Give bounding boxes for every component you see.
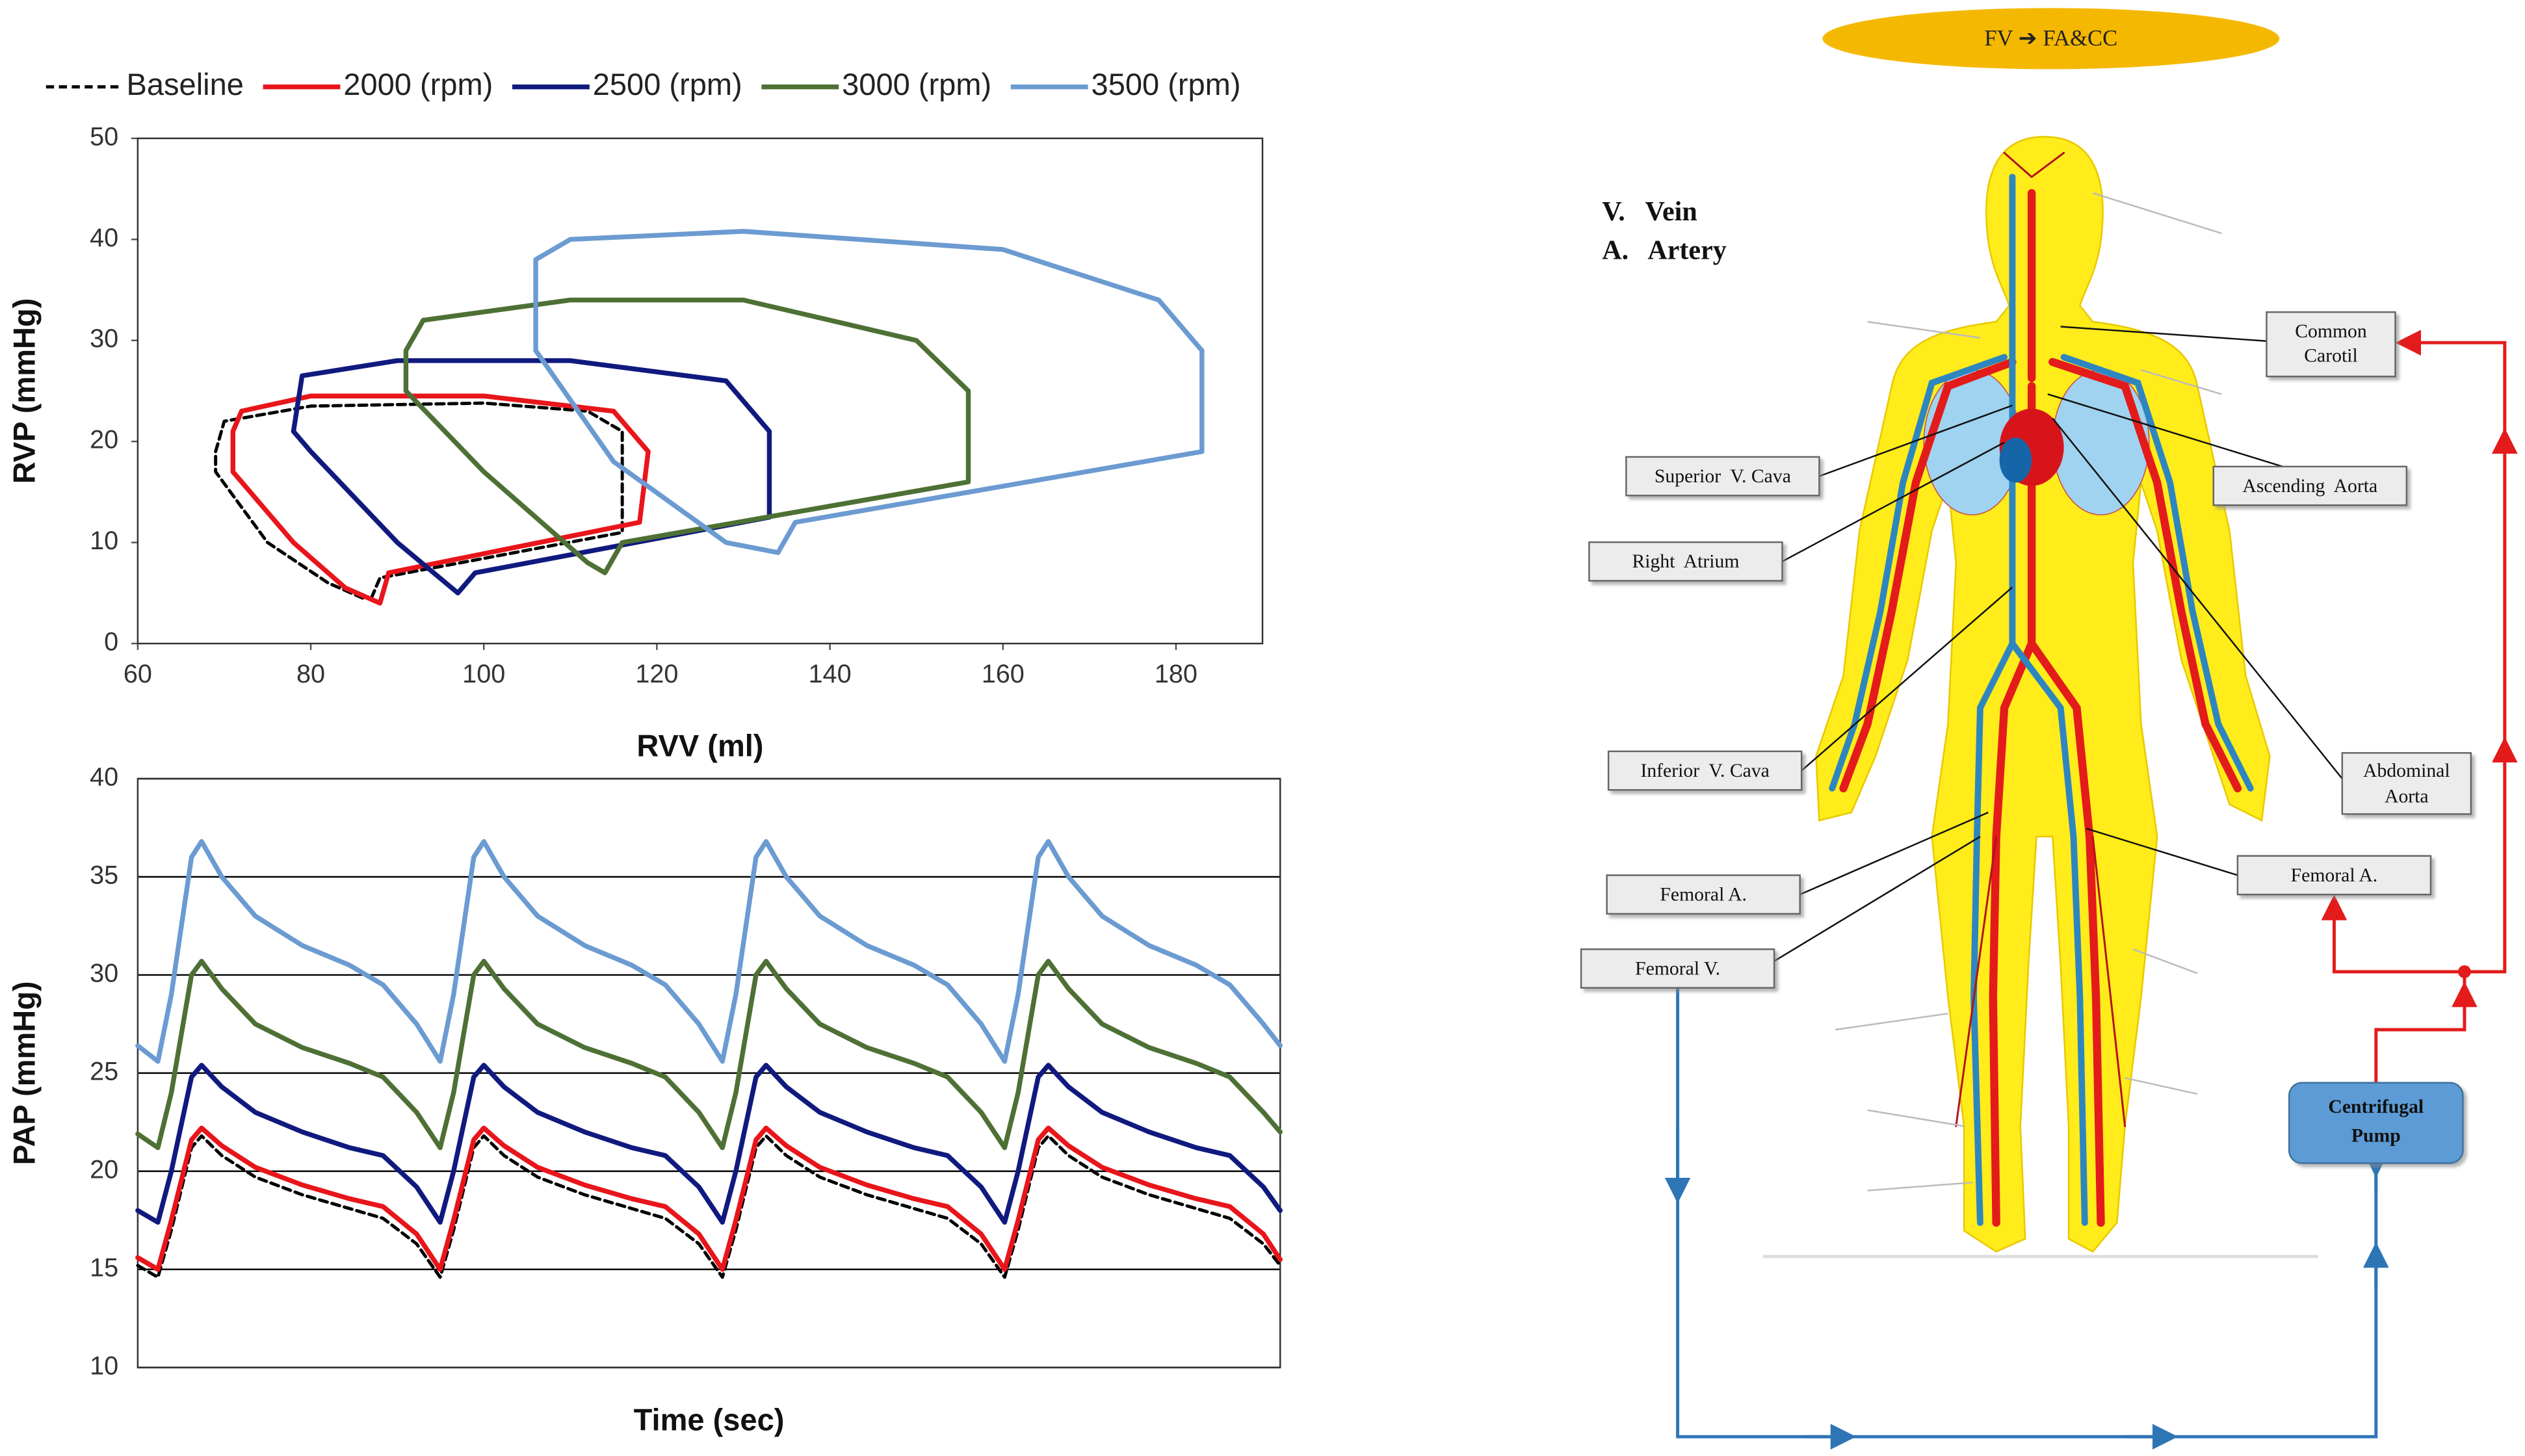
- y-tick-label: 10: [90, 1351, 118, 1380]
- label-box: [1625, 456, 1820, 497]
- x-tick-label: 60: [124, 660, 152, 688]
- charts: 0 10 20 30 40 50 60 80 100 120 140 160 180 RVV (ml) RV…: [7, 67, 1283, 1436]
- legend-label: Baseline: [127, 67, 244, 101]
- x-tick-label: 160: [982, 660, 1025, 688]
- x-axis-title: Time (sec): [634, 1402, 785, 1436]
- y-tick-label: 0: [104, 628, 118, 656]
- series-line: [214, 401, 624, 600]
- y-tick-label: 25: [90, 1057, 118, 1086]
- series-line: [135, 1125, 1283, 1272]
- label-text: Carotil: [2304, 345, 2357, 366]
- label-box: [2236, 855, 2432, 896]
- series-line: [230, 393, 651, 606]
- key-artery: A. Artery: [1602, 235, 1727, 265]
- body-illustration: [1762, 136, 2318, 1258]
- series-line: [135, 959, 1283, 1150]
- series-line: [136, 1134, 1282, 1279]
- key-vein: V. Vein: [1602, 197, 1697, 227]
- label-box: [2212, 465, 2408, 506]
- y-tick-label: 30: [90, 324, 118, 353]
- circuit: [1664, 330, 2518, 1450]
- series-line: [403, 297, 971, 575]
- y-tick-label: 30: [90, 959, 118, 987]
- x-tick-label: 180: [1155, 660, 1197, 688]
- y-tick-label: 40: [90, 224, 118, 252]
- circulation-diagram: FV ➔ FA&CC V. Vein A. Artery: [1580, 8, 2518, 1450]
- legend-label: 3500 (rpm): [1092, 67, 1241, 101]
- y-tick-label: 10: [90, 526, 118, 555]
- pump-box: [2288, 1082, 2464, 1164]
- label-box: [1580, 948, 1775, 989]
- label-box: [1607, 750, 1803, 791]
- label-text: Femoral A.: [1660, 884, 1747, 905]
- series-line: [135, 1063, 1283, 1225]
- label-text: Ascending Aorta: [2242, 476, 2377, 497]
- x-axis-title: RVV (ml): [636, 728, 763, 762]
- y-tick-label: 35: [90, 861, 118, 889]
- x-tick-label: 80: [296, 660, 325, 688]
- label-box: [1606, 874, 1801, 915]
- y-axis-title: RVP (mmHg): [7, 298, 42, 484]
- y-tick-label: 20: [90, 426, 118, 454]
- pump-label: Centrifugal: [2328, 1097, 2424, 1117]
- x-tick-label: 140: [809, 660, 852, 688]
- label-box: [1588, 541, 1783, 582]
- labels: [1580, 311, 2472, 1164]
- plot-frame: [137, 137, 1264, 645]
- label-text: Superior V. Cava: [1655, 466, 1791, 487]
- label-text: Right Atrium: [1632, 551, 1739, 572]
- series-line: [135, 838, 1283, 1064]
- title-badge: [1822, 8, 2280, 70]
- legend-label: 3000 (rpm): [842, 67, 991, 101]
- label-text: Common: [2295, 321, 2367, 342]
- label-text: Femoral V.: [1635, 958, 1720, 979]
- label-box: [2341, 752, 2472, 815]
- pointer-lines: [1772, 326, 2343, 963]
- label-text: Femoral A.: [2291, 865, 2378, 886]
- label-text: Abdominal: [2363, 760, 2450, 781]
- label-box: [2266, 311, 2396, 378]
- label-text: Aorta: [2385, 786, 2429, 807]
- pump-label: Pump: [2351, 1126, 2401, 1147]
- diagram-title: FV ➔ FA&CC: [1984, 26, 2117, 51]
- label-text: Inferior V. Cava: [1640, 760, 1769, 781]
- x-tick-label: 120: [635, 660, 678, 688]
- y-axis-title: PAP (mmHg): [7, 981, 42, 1165]
- y-tick-label: 40: [90, 762, 118, 791]
- y-tick-label: 20: [90, 1155, 118, 1184]
- legend-label: 2500 (rpm): [593, 67, 742, 101]
- legend-label: 2000 (rpm): [343, 67, 493, 101]
- plot-frame: [137, 777, 1281, 1369]
- series-line: [533, 229, 1205, 555]
- x-tick-label: 100: [462, 660, 505, 688]
- y-tick-label: 50: [90, 122, 118, 151]
- y-tick-label: 15: [90, 1253, 118, 1282]
